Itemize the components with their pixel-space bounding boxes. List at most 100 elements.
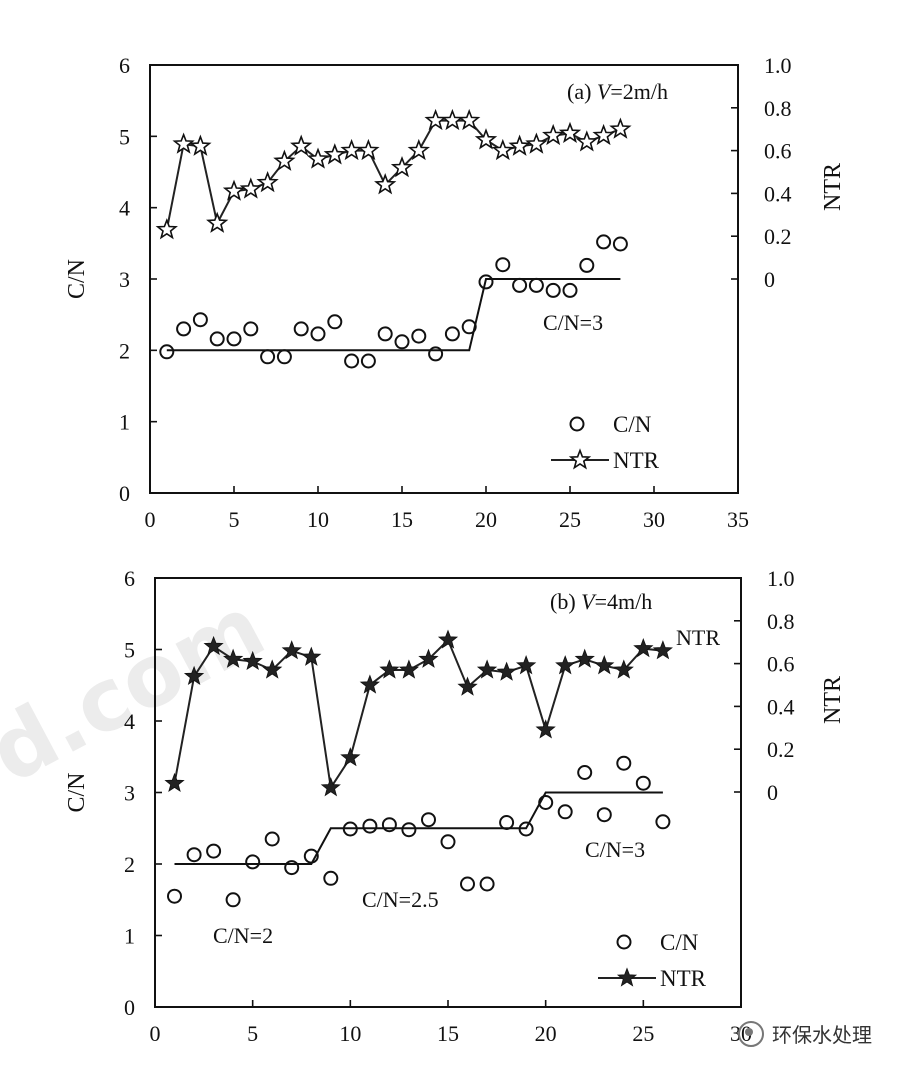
cn-point — [293, 321, 309, 337]
y-tick-label: 3 — [124, 781, 135, 806]
ntr-point — [359, 674, 380, 694]
legend-ntr-marker — [616, 967, 638, 987]
ntr-point — [441, 108, 464, 131]
cn-point — [344, 353, 360, 369]
cn-point — [596, 234, 612, 250]
cn-point — [192, 312, 208, 328]
ntr-point — [256, 170, 279, 193]
y2-tick-label: 0.4 — [764, 181, 792, 206]
ntr-point — [164, 772, 185, 793]
ntr-point — [508, 134, 531, 156]
y-axis-label: C/N — [64, 772, 90, 812]
legend-ntr-label: NTR — [660, 966, 707, 991]
ntr-point — [555, 655, 576, 675]
x-tick-label: 0 — [150, 1021, 161, 1046]
ntr-point — [222, 179, 246, 201]
cn-point — [635, 775, 651, 791]
ntr-point — [242, 650, 263, 671]
cn-point — [394, 334, 410, 350]
legend-cn-label: C/N — [613, 412, 652, 437]
cn-point — [225, 892, 241, 908]
ntr-point — [558, 121, 582, 144]
cn-point — [557, 804, 573, 820]
ntr-point — [301, 646, 322, 666]
cn-point — [377, 326, 393, 342]
panel-label-variable: V — [581, 589, 597, 614]
annotation-label: C/N=2.5 — [362, 887, 439, 912]
cn-point — [545, 282, 561, 298]
x-tick-label: 20 — [475, 507, 497, 532]
x-tick-label: 5 — [247, 1021, 258, 1046]
cn-point — [421, 812, 436, 828]
ntr-point — [340, 138, 363, 161]
annotation-label: C/N=3 — [543, 310, 603, 335]
y2-axis-label: NTR — [820, 163, 846, 211]
cn-point — [401, 822, 417, 838]
cn-point — [245, 854, 261, 870]
y2-tick-label: 0.8 — [764, 96, 792, 121]
cn-point — [260, 349, 276, 365]
panel-label-rest: =2m/h — [610, 79, 668, 104]
y-tick-label: 4 — [119, 196, 130, 221]
cn-point — [276, 349, 292, 365]
cn-point — [499, 815, 515, 830]
ntr-point — [575, 130, 598, 152]
ntr-point — [340, 747, 361, 767]
legend-ntr-label: NTR — [613, 448, 660, 473]
cn-point — [460, 876, 475, 892]
ntr-point — [155, 218, 178, 240]
legend-ntr-marker — [568, 448, 592, 470]
ntr-point — [476, 659, 498, 679]
panel-label: (b) V=4m/h — [550, 589, 652, 614]
y2-tick-label: 0.6 — [767, 652, 795, 677]
cn-point — [360, 353, 376, 369]
ntr-point — [458, 108, 481, 131]
y-tick-label: 5 — [119, 124, 130, 149]
panel-label-rest: =4m/h — [595, 589, 653, 614]
cn-point — [327, 314, 343, 330]
cn-point — [167, 888, 182, 904]
x-tick-label: 15 — [391, 507, 413, 532]
panel-label-prefix: (b) — [550, 589, 581, 614]
ntr-point — [594, 655, 615, 675]
cn-point — [209, 331, 225, 347]
y-tick-label: 0 — [124, 995, 135, 1020]
cn-point — [528, 277, 544, 293]
y-tick-label: 2 — [124, 852, 135, 877]
ntr-point — [574, 648, 595, 668]
cn-point — [596, 807, 612, 823]
ntr-point — [206, 211, 229, 233]
panel-label-prefix: (a) — [567, 79, 597, 104]
setpoint-line — [166, 278, 621, 352]
cn-point — [310, 326, 326, 342]
panel-b-chart: 0 5 10 15 20 25 30012345600.20.40.60.81.0C/NNT… — [64, 566, 846, 1046]
setpoint-line — [174, 791, 663, 865]
y-tick-label: 4 — [124, 709, 135, 734]
ntr-point — [323, 143, 346, 165]
y2-axis-label: NTR — [820, 676, 846, 724]
cn-point — [655, 814, 671, 830]
ntr-point — [172, 132, 195, 154]
x-tick-label: 15 — [437, 1021, 459, 1046]
y2-tick-label: 0 — [767, 780, 778, 805]
x-tick-label: 25 — [559, 507, 581, 532]
panel-label-variable: V — [597, 79, 613, 104]
x-tick-label: 0 — [145, 507, 156, 532]
y-tick-label: 1 — [119, 410, 130, 435]
cn-point — [479, 876, 495, 892]
cn-point — [176, 321, 192, 337]
cn-point — [512, 277, 528, 293]
ntr-point — [398, 659, 420, 679]
cn-point — [264, 831, 280, 847]
watermark-text: 环保水处理 — [772, 1023, 872, 1047]
annotation-label: NTR — [676, 625, 720, 650]
cn-point — [495, 257, 511, 273]
ntr-point — [496, 661, 517, 681]
y-tick-label: 2 — [119, 338, 130, 363]
y2-tick-label: 0.4 — [767, 694, 795, 719]
legend-cn-label: C/N — [660, 930, 699, 955]
x-tick-label: 25 — [632, 1021, 654, 1046]
y2-tick-label: 0.2 — [764, 224, 792, 249]
ntr-point — [407, 138, 430, 161]
